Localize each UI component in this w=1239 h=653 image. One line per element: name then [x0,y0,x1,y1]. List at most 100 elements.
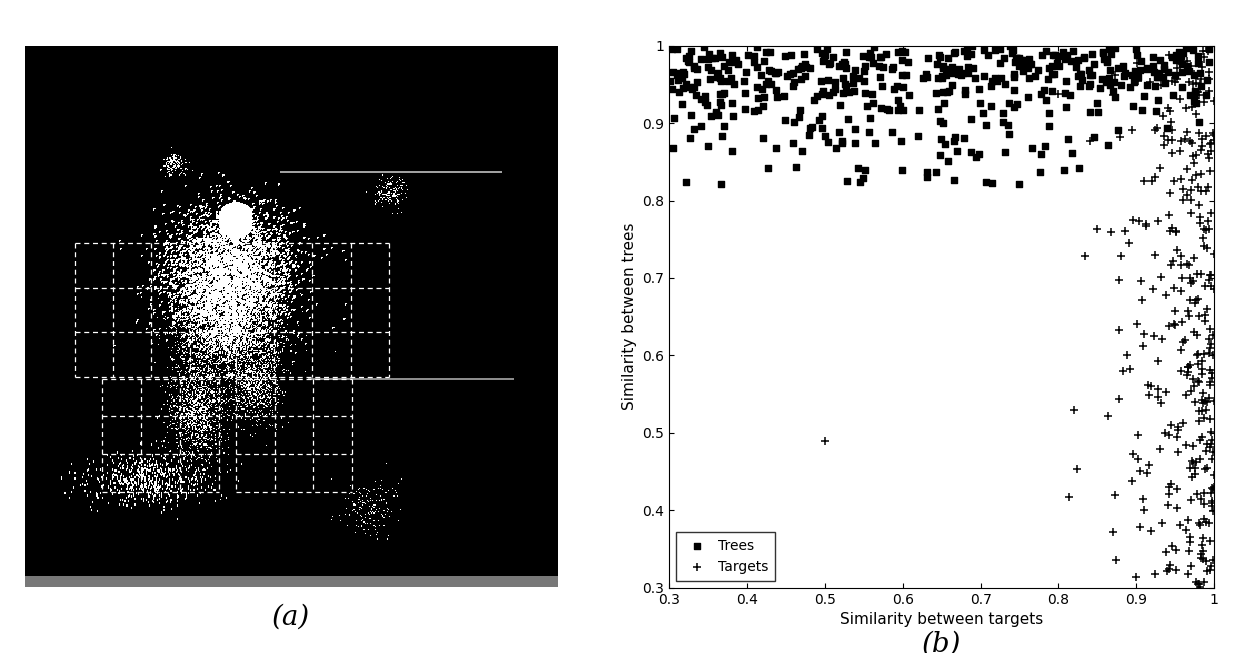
Targets [1204,482,1224,492]
Trees [1166,50,1186,60]
Targets [1158,210,1178,220]
Trees [1097,76,1116,87]
Targets [1203,555,1223,565]
Trees [706,109,726,119]
Targets [1110,275,1130,285]
Targets [1189,200,1209,210]
Trees [1074,52,1094,63]
Trees [1098,57,1118,68]
Trees [1007,99,1027,109]
Trees [1058,134,1078,144]
Targets [1129,453,1149,464]
Trees [840,86,860,97]
Trees [1009,178,1028,189]
Targets [1203,484,1223,494]
Trees [882,64,902,74]
Targets [1186,577,1206,587]
Trees [1005,85,1025,95]
Trees [1100,44,1120,54]
Targets [1162,223,1182,233]
Targets [1187,268,1207,279]
Targets [1202,501,1222,511]
Trees [1149,72,1168,82]
Trees [871,52,891,62]
Trees [954,46,974,56]
Trees [706,107,726,118]
Targets [1192,364,1212,374]
Targets [1194,241,1214,251]
Trees [1070,69,1090,79]
Targets [1165,77,1184,88]
Trees [736,103,756,114]
Trees [1098,56,1118,66]
Targets [1103,526,1123,537]
Trees [855,88,875,98]
Trees [1105,43,1125,54]
Trees [1072,75,1092,86]
Trees [792,63,812,73]
Targets [1194,224,1214,234]
Trees [684,61,704,72]
Targets [1197,40,1217,51]
Trees [986,76,1006,86]
Trees [940,65,960,76]
Targets [1196,517,1215,528]
Trees [999,129,1018,140]
Targets [1157,566,1177,577]
Targets [1150,444,1170,454]
Targets [1198,216,1218,227]
Targets [1176,103,1196,114]
Targets [1163,319,1183,330]
Trees [784,76,804,87]
Targets [1201,138,1220,148]
Targets [1158,488,1178,499]
Trees [948,69,968,79]
Trees [845,138,865,148]
Targets [1176,440,1196,451]
Trees [670,67,690,78]
Targets [1165,176,1184,186]
Targets [1136,468,1156,478]
Trees [1036,46,1056,56]
Trees [1005,71,1025,82]
Trees [823,52,843,62]
Targets [1187,489,1207,500]
Targets [1194,349,1214,359]
Trees [1180,89,1199,100]
Trees [807,91,826,101]
Trees [753,101,773,111]
Trees [1177,61,1197,72]
Trees [663,67,683,77]
Trees [813,89,833,100]
Trees [695,91,715,101]
Trees [755,56,774,67]
Targets [1178,362,1198,372]
Trees [917,167,937,177]
Targets [1199,342,1219,353]
Trees [680,133,700,144]
Trees [747,82,767,92]
Trees [1100,48,1120,59]
Trees [1094,54,1114,64]
Trees [760,47,779,57]
Trees [738,50,758,61]
Trees [1040,108,1059,118]
Targets [1156,290,1176,300]
Trees [1172,82,1192,93]
Trees [880,104,900,115]
Targets [1187,457,1207,468]
Targets [1191,186,1211,197]
Trees [1032,89,1052,99]
Targets [1088,224,1108,234]
Targets [1192,141,1212,151]
Trees [1124,101,1144,111]
Targets [1180,546,1199,556]
Targets [1194,514,1214,524]
Targets [1201,208,1220,218]
Trees [1197,75,1217,86]
Targets [1182,185,1202,196]
Targets [1176,390,1196,401]
Trees [938,156,958,167]
Trees [1177,42,1197,53]
Y-axis label: Similarity between trees: Similarity between trees [622,223,637,411]
